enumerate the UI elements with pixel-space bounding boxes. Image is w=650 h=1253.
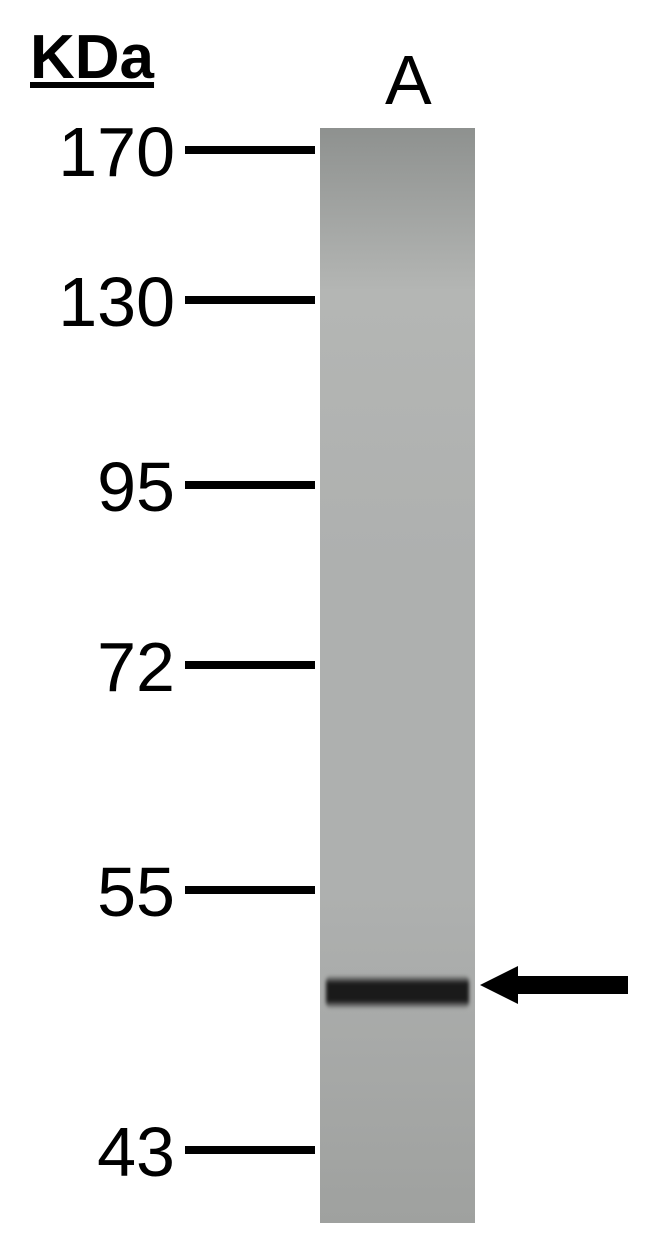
axis-title: KDa: [30, 22, 154, 93]
marker-label: 55: [97, 852, 175, 932]
arrow-shaft: [518, 976, 628, 994]
protein-band: [326, 975, 469, 1009]
band-arrow: [480, 966, 628, 1004]
lane-background: [320, 128, 475, 1223]
blot-figure: KDa 170 130 95 72 55 43 A: [0, 0, 650, 1253]
lane-label-a: A: [385, 40, 432, 120]
arrow-head-icon: [480, 966, 518, 1004]
marker-label: 130: [58, 262, 175, 342]
tick-line: [185, 481, 315, 489]
tick-line: [185, 296, 315, 304]
marker-label: 95: [97, 447, 175, 527]
tick-line: [185, 886, 315, 894]
tick-line: [185, 1146, 315, 1154]
tick-line: [185, 661, 315, 669]
marker-label: 170: [58, 112, 175, 192]
marker-label: 43: [97, 1112, 175, 1192]
tick-line: [185, 146, 315, 154]
lane-a: [320, 128, 475, 1223]
marker-label: 72: [97, 627, 175, 707]
